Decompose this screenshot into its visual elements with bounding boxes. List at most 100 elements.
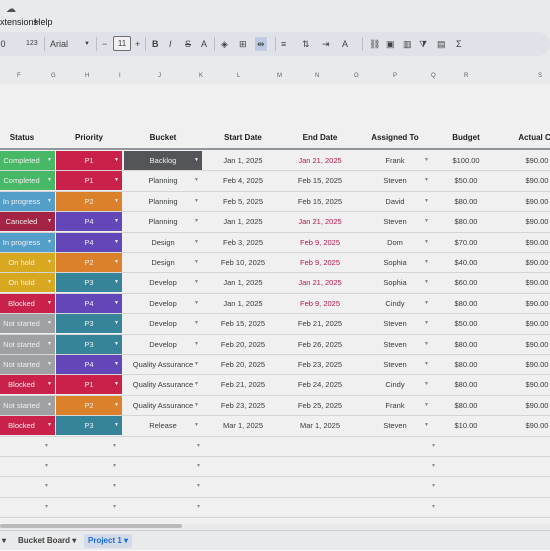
text-wrap-icon[interactable]: ⇥ bbox=[322, 39, 330, 49]
chevron-down-icon[interactable]: ▼ bbox=[424, 157, 429, 163]
column-letter[interactable]: G bbox=[51, 73, 56, 79]
chevron-down-icon[interactable]: ▼ bbox=[47, 157, 52, 163]
fill-color-icon[interactable]: ◈ bbox=[221, 39, 228, 49]
assigned-to-dropdown[interactable]: Dom ▼ bbox=[358, 233, 432, 252]
budget-cell[interactable]: $50.00 bbox=[436, 171, 496, 190]
chevron-down-icon[interactable]: ▼ bbox=[194, 299, 199, 306]
number-format-button[interactable]: 123 bbox=[26, 40, 38, 47]
status-chip[interactable]: Blocked ▼ bbox=[0, 375, 55, 395]
start-date-cell[interactable]: Feb 23, 2025 bbox=[205, 396, 281, 415]
column-letter[interactable]: R bbox=[464, 73, 469, 79]
actual-cost-cell[interactable]: $90.00 bbox=[497, 273, 550, 292]
chevron-down-icon[interactable]: ▼ bbox=[47, 340, 52, 347]
empty-dropdown-icon[interactable]: ▾ bbox=[45, 483, 49, 490]
vertical-align-icon[interactable]: ⇅ bbox=[302, 39, 310, 49]
column-letter[interactable]: I bbox=[119, 73, 121, 79]
actual-cost-cell[interactable]: $90.00 bbox=[497, 171, 550, 190]
start-date-cell[interactable]: Feb 5, 2025 bbox=[205, 192, 281, 211]
status-chip[interactable]: In progress ▼ bbox=[0, 232, 55, 252]
priority-chip[interactable]: P2 ▼ bbox=[56, 395, 122, 415]
bucket-dropdown[interactable]: Develop ▼ bbox=[124, 314, 202, 333]
font-size-decrease-icon[interactable]: − bbox=[102, 39, 108, 49]
priority-chip[interactable]: P1 ▼ bbox=[56, 151, 122, 170]
chevron-down-icon[interactable]: ▼ bbox=[194, 157, 199, 163]
assigned-to-dropdown[interactable]: Cindy ▼ bbox=[358, 294, 432, 313]
chevron-down-icon[interactable]: ▼ bbox=[424, 279, 429, 286]
borders-icon[interactable]: ⊞ bbox=[239, 39, 247, 49]
chevron-down-icon[interactable]: ▼ bbox=[194, 340, 199, 347]
chevron-down-icon[interactable]: ▼ bbox=[424, 218, 429, 225]
chevron-down-icon[interactable]: ▼ bbox=[194, 279, 199, 286]
chevron-down-icon[interactable]: ▼ bbox=[114, 422, 119, 429]
budget-cell[interactable]: $80.00 bbox=[436, 212, 496, 231]
chevron-down-icon[interactable]: ▼ bbox=[47, 218, 52, 225]
status-chip[interactable]: Not started ▼ bbox=[0, 395, 55, 415]
column-letter[interactable]: N bbox=[315, 73, 320, 79]
end-date-cell[interactable]: Feb 9, 2025 bbox=[283, 233, 357, 252]
actual-cost-cell[interactable]: $90.00 bbox=[497, 253, 550, 272]
chevron-down-icon[interactable]: ▼ bbox=[114, 381, 119, 388]
status-chip[interactable]: Completed ▼ bbox=[0, 151, 55, 170]
bucket-dropdown[interactable]: Backlog ▼ bbox=[124, 151, 202, 170]
start-date-cell[interactable]: Feb 21, 2025 bbox=[205, 375, 281, 394]
chevron-down-icon[interactable]: ▼ bbox=[424, 340, 429, 347]
bucket-dropdown[interactable]: Quality Assurance ▼ bbox=[124, 375, 202, 394]
chevron-down-icon[interactable]: ▼ bbox=[47, 422, 52, 429]
assigned-to-dropdown[interactable]: Sophia ▼ bbox=[358, 273, 432, 292]
assigned-to-dropdown[interactable]: Cindy ▼ bbox=[358, 375, 432, 394]
chevron-down-icon[interactable]: ▼ bbox=[114, 197, 119, 204]
chevron-down-icon[interactable]: ▼ bbox=[194, 197, 199, 204]
header-budget[interactable]: Budget bbox=[452, 133, 480, 142]
decimal-increase-icon[interactable]: .0 bbox=[0, 39, 6, 49]
column-letter[interactable]: O bbox=[354, 73, 359, 79]
priority-chip[interactable]: P4 ▼ bbox=[56, 232, 122, 252]
end-date-cell[interactable]: Mar 1, 2025 bbox=[283, 416, 357, 435]
header-assigned-to[interactable]: Assigned To bbox=[371, 133, 419, 142]
actual-cost-cell[interactable]: $90.00 bbox=[497, 396, 550, 415]
bucket-dropdown[interactable]: Develop ▼ bbox=[124, 273, 202, 292]
merge-cells-icon[interactable]: ⇹ bbox=[255, 37, 267, 51]
priority-chip[interactable]: P4 ▼ bbox=[56, 355, 122, 374]
chevron-down-icon[interactable]: ▼ bbox=[424, 177, 429, 184]
chevron-down-icon[interactable]: ▼ bbox=[47, 381, 52, 388]
chevron-down-icon[interactable]: ▼ bbox=[114, 177, 119, 184]
functions-icon[interactable]: Σ bbox=[456, 39, 462, 49]
budget-cell[interactable]: $50.00 bbox=[436, 314, 496, 333]
end-date-cell[interactable]: Feb 23, 2025 bbox=[283, 355, 357, 374]
status-chip[interactable]: Canceled ▼ bbox=[0, 212, 55, 232]
chevron-down-icon[interactable]: ▼ bbox=[47, 197, 52, 204]
bucket-dropdown[interactable]: Design ▼ bbox=[124, 233, 202, 252]
status-chip[interactable]: On hold ▼ bbox=[0, 273, 55, 293]
chevron-down-icon[interactable]: ▼ bbox=[114, 299, 119, 306]
chevron-down-icon[interactable]: ▼ bbox=[424, 259, 429, 265]
end-date-cell[interactable]: Feb 15, 2025 bbox=[283, 171, 357, 190]
assigned-to-dropdown[interactable]: Steven ▼ bbox=[358, 171, 432, 190]
bucket-dropdown[interactable]: Planning ▼ bbox=[124, 192, 202, 211]
end-date-cell[interactable]: Feb 21, 2025 bbox=[283, 314, 357, 333]
chevron-down-icon[interactable]: ▼ bbox=[47, 361, 52, 367]
budget-cell[interactable]: $70.00 bbox=[436, 233, 496, 252]
priority-chip[interactable]: P3 ▼ bbox=[56, 314, 122, 334]
assigned-to-dropdown[interactable]: Steven ▼ bbox=[358, 212, 432, 231]
cloud-status-icon[interactable]: ☁ bbox=[6, 4, 16, 15]
tab-bucket-board[interactable]: Bucket Board ▾ bbox=[18, 536, 77, 545]
priority-chip[interactable]: P3 ▼ bbox=[56, 273, 122, 293]
chevron-down-icon[interactable]: ▼ bbox=[47, 401, 52, 408]
start-date-cell[interactable]: Feb 3, 2025 bbox=[205, 233, 281, 252]
column-letter[interactable]: K bbox=[199, 73, 204, 79]
chevron-down-icon[interactable]: ▼ bbox=[114, 279, 119, 286]
header-actual-cost[interactable]: Actual Co bbox=[518, 133, 550, 142]
insert-chart-icon[interactable]: ▥ bbox=[403, 39, 412, 49]
chevron-down-icon[interactable]: ▼ bbox=[424, 422, 429, 429]
chevron-down-icon[interactable]: ▼ bbox=[114, 218, 119, 225]
priority-chip[interactable]: P4 ▼ bbox=[56, 293, 122, 313]
assigned-to-dropdown[interactable]: Frank ▼ bbox=[358, 396, 432, 415]
chevron-down-icon[interactable]: ▼ bbox=[114, 361, 119, 367]
bucket-dropdown[interactable]: Develop ▼ bbox=[124, 335, 202, 354]
strikethrough-icon[interactable]: S bbox=[185, 39, 192, 49]
status-chip[interactable]: Blocked ▼ bbox=[0, 416, 55, 436]
menu-extensions[interactable]: Extensions bbox=[0, 17, 39, 27]
budget-cell[interactable]: $80.00 bbox=[436, 396, 496, 415]
priority-chip[interactable]: P4 ▼ bbox=[56, 212, 122, 232]
column-letter[interactable]: J bbox=[158, 73, 161, 79]
